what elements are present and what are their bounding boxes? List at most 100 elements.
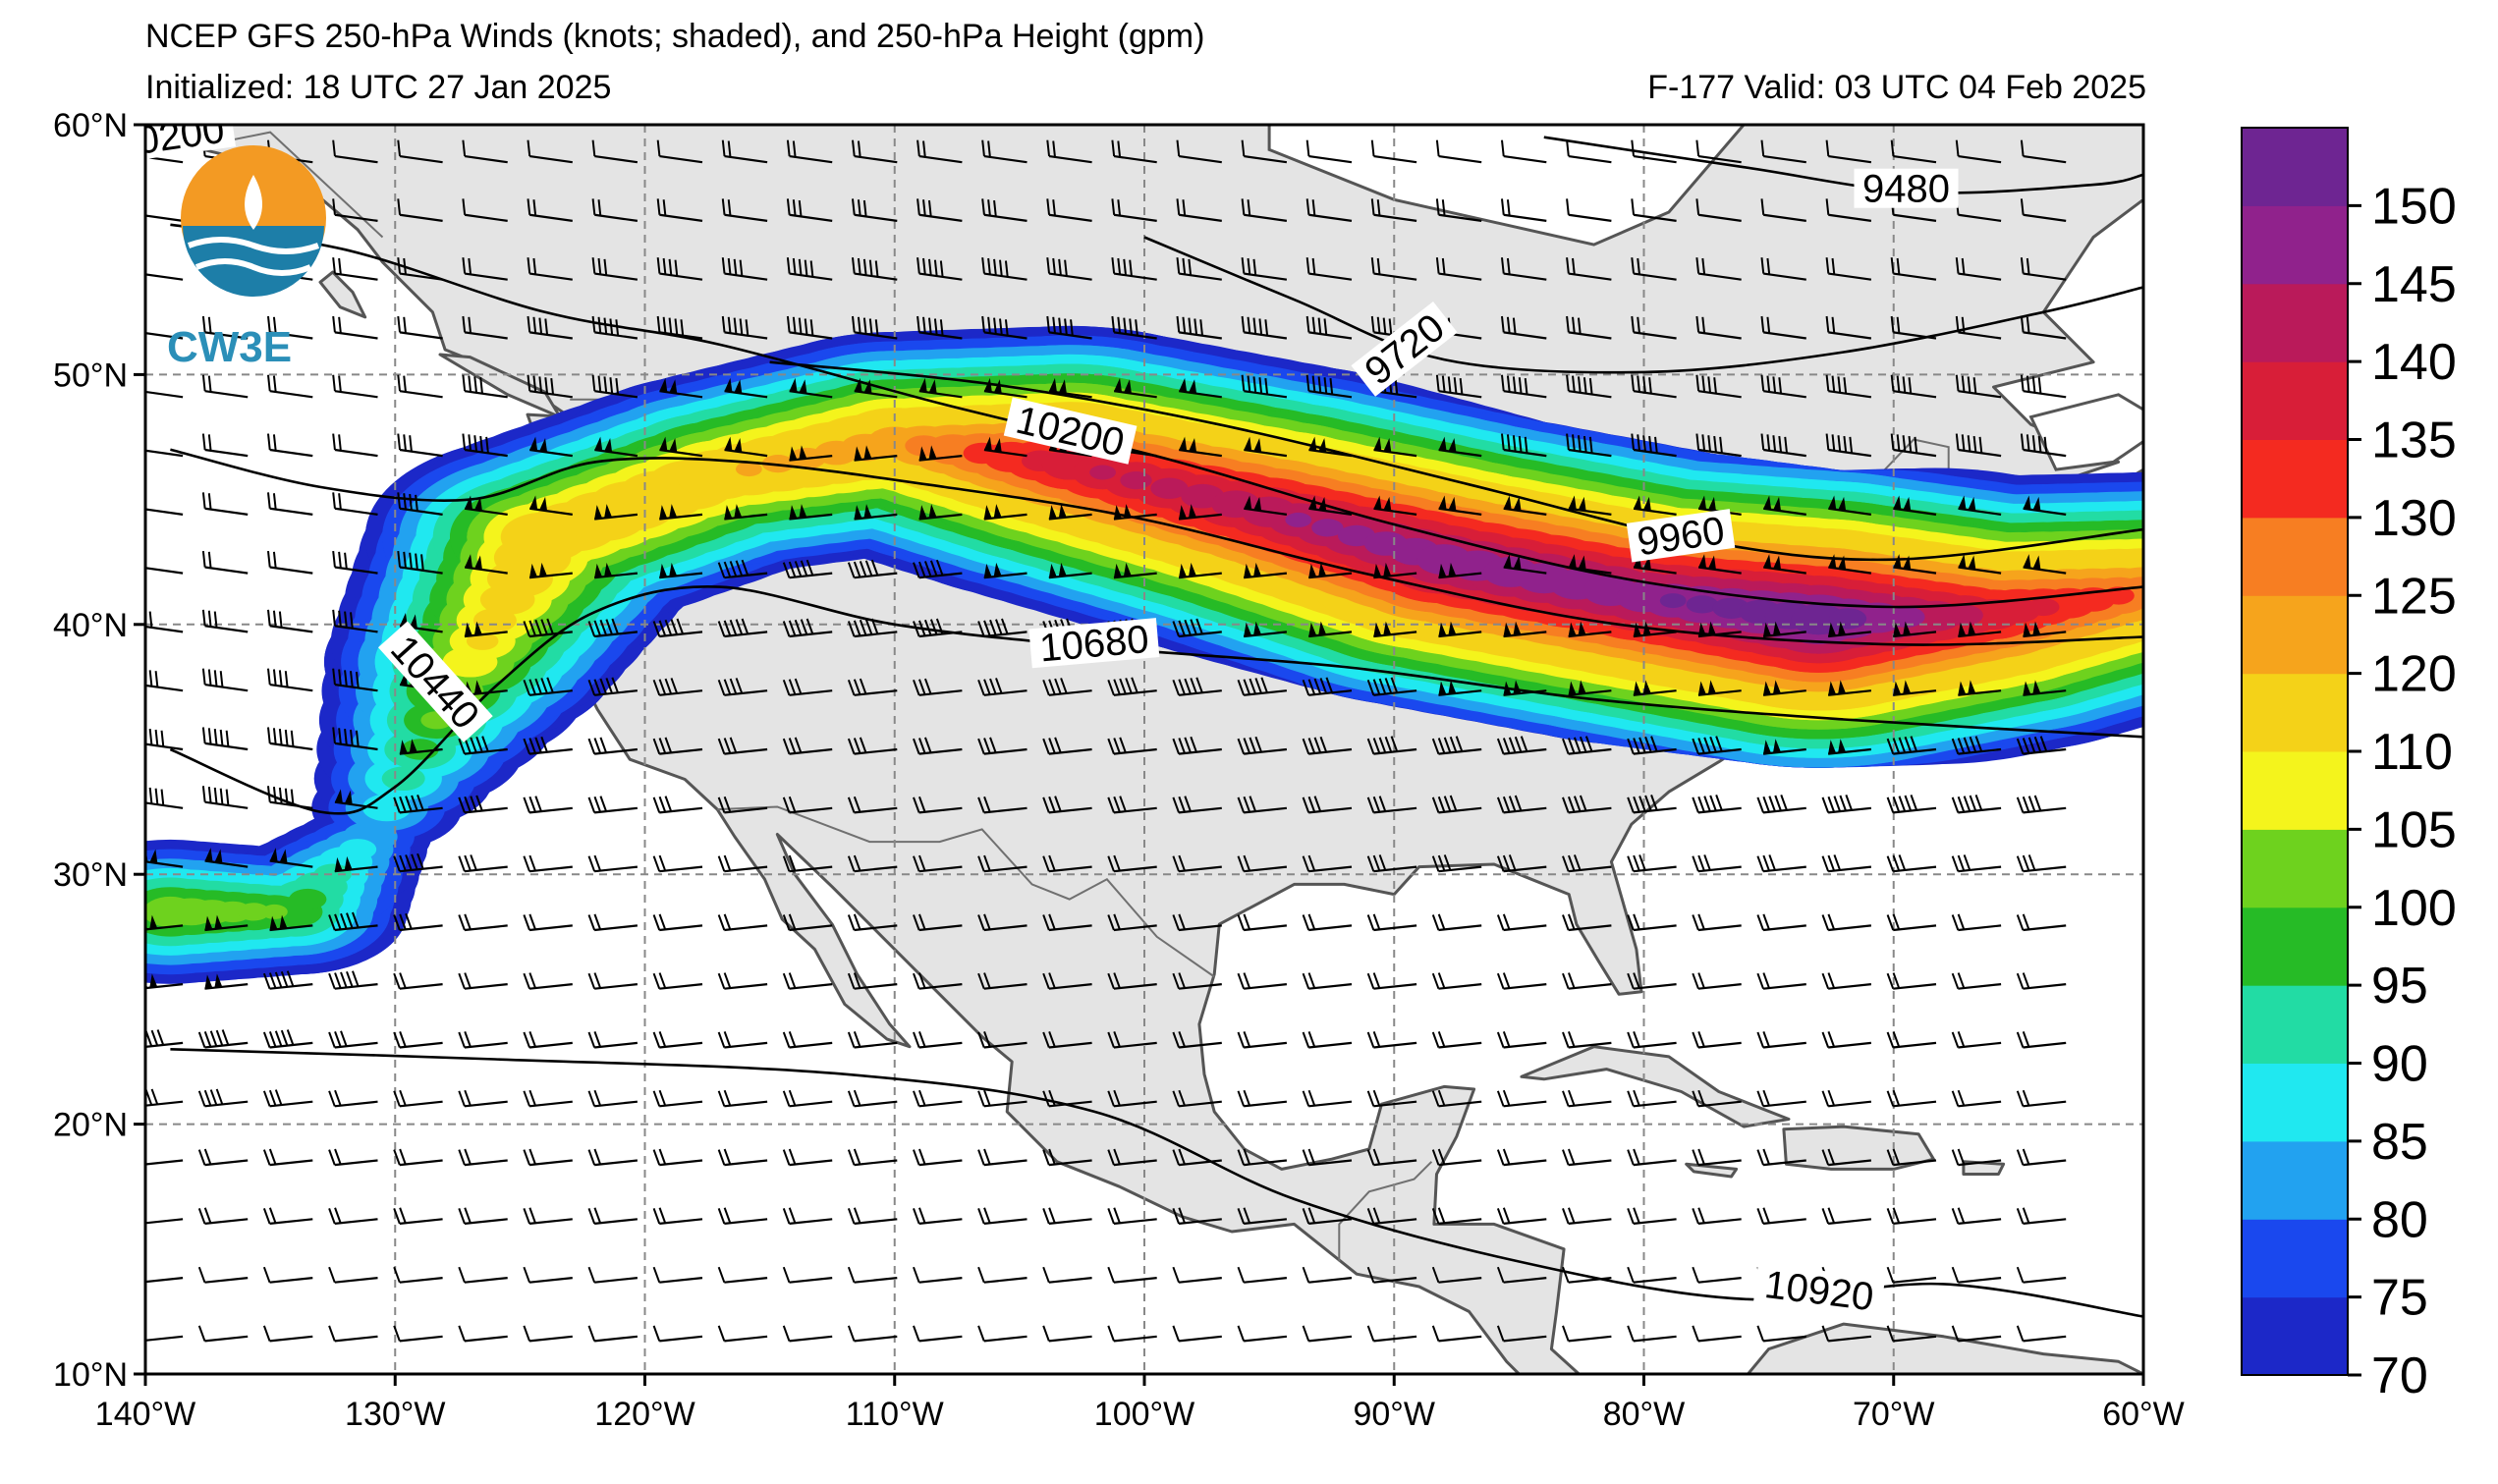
wind-barb [847,1148,898,1167]
height-contours [169,136,2143,1318]
wind-barb [462,374,508,399]
wind-barb [1366,1266,1417,1284]
wind-barb [1821,972,1872,990]
puerto-rico-landmass [1962,1160,2006,1176]
wind-barb [1893,495,1937,516]
wind-barb [523,1207,573,1225]
wind-barb [782,913,833,932]
wind-barb [591,139,638,164]
logo-text: CW3E [167,323,292,371]
wind-barb [523,1148,573,1167]
wind-barb [1886,1325,1937,1343]
wind-barb [458,1207,508,1225]
wind-barb [328,1325,378,1343]
wind-barb [1756,1089,1806,1108]
wind-barb [332,198,378,222]
wind-barb [1955,433,2002,458]
wind-barb [1366,1207,1417,1225]
colorbar-label: 85 [2371,1114,2428,1171]
wind-barb [1828,680,1872,696]
wind-barb [1821,795,1872,814]
wind-barb [1951,913,2002,932]
wind-barb [1302,677,1353,696]
wind-barb [1107,796,1157,814]
wind-barb [916,139,963,164]
wind-barb [587,737,638,755]
wind-barb [1042,1148,1092,1167]
wind-barb [1955,374,2002,399]
wind-barb [1237,1148,1288,1167]
wind-barb [1500,433,1547,458]
wind-barb [1113,377,1157,399]
wind-barb [977,972,1027,990]
wind-barb [1627,1266,1677,1284]
wind-barb [1042,1031,1092,1049]
wind-barb [1431,854,1482,873]
wind-barb [977,1266,1027,1284]
wind-barb [918,445,963,462]
wind-barb [1760,198,1806,222]
wind-barb [847,1266,898,1284]
wind-barb [847,1031,898,1049]
wind-barb [1496,1325,1547,1343]
colorbar: 70 75 80 85 90 95 100 105 110 120 125 130 135 140 145 1… [2241,127,2457,1404]
wind-barb [201,786,249,809]
wind-barb [587,1266,638,1284]
wind-barb [1886,1148,1937,1167]
wind-barb [977,678,1027,696]
wind-barb [591,315,638,340]
wind-barb [1566,433,1612,458]
wind-barb [721,198,768,222]
wind-barb [397,433,443,458]
wind-barb [1692,1089,1742,1108]
wind-barb [397,315,443,340]
wind-barb [1697,621,1742,638]
wind-barb [197,1148,249,1167]
wind-barb [1431,736,1482,755]
wind-barb [977,1148,1027,1167]
wind-barb [1627,1325,1677,1343]
wind-barb [1435,257,1482,281]
y-tick-label: 40°N [53,607,128,644]
wind-barb [332,550,378,575]
wind-barb [204,973,249,990]
wind-barb [397,550,443,575]
wind-barb [1951,854,2002,873]
wind-barb [1633,621,1677,638]
colorbar-label: 75 [2371,1270,2428,1327]
wind-barb [1627,1148,1677,1167]
wind-barb [591,198,638,222]
wind-barb [527,315,573,340]
wind-barb [913,737,963,755]
wind-barb [1107,1089,1157,1108]
wind-barb [981,315,1027,340]
wind-barb [1305,139,1353,164]
logo-drop-icon [245,175,262,230]
wind-barb [1496,1148,1547,1167]
wind-barb [1692,913,1742,932]
wind-barb [145,1148,184,1167]
contour-label-text: 9480 [1862,168,1950,211]
wind-barb [786,257,833,281]
wind-barb [1107,913,1157,932]
colorbar-swatch [2242,1219,2348,1298]
wind-barb [1046,257,1092,281]
wind-barb [1496,1207,1547,1225]
wind-barb [1176,139,1222,164]
wind-barb [1821,1207,1872,1225]
wind-barb [847,678,898,696]
wind-barb [1692,854,1742,873]
wind-barb [462,198,508,222]
colorbar-label: 70 [2371,1347,2428,1404]
wind-barb [851,198,898,222]
wind-barb [1042,1266,1092,1284]
wind-barb [397,492,443,516]
wind-barb [1886,972,1937,990]
wind-barb [847,796,898,814]
wind-barb [977,1207,1027,1225]
wind-barb [523,677,573,696]
wind-barb [1244,495,1288,516]
wind-barb [1955,257,2002,281]
wind-barb [1825,374,1872,399]
wind-barb [1178,562,1222,579]
